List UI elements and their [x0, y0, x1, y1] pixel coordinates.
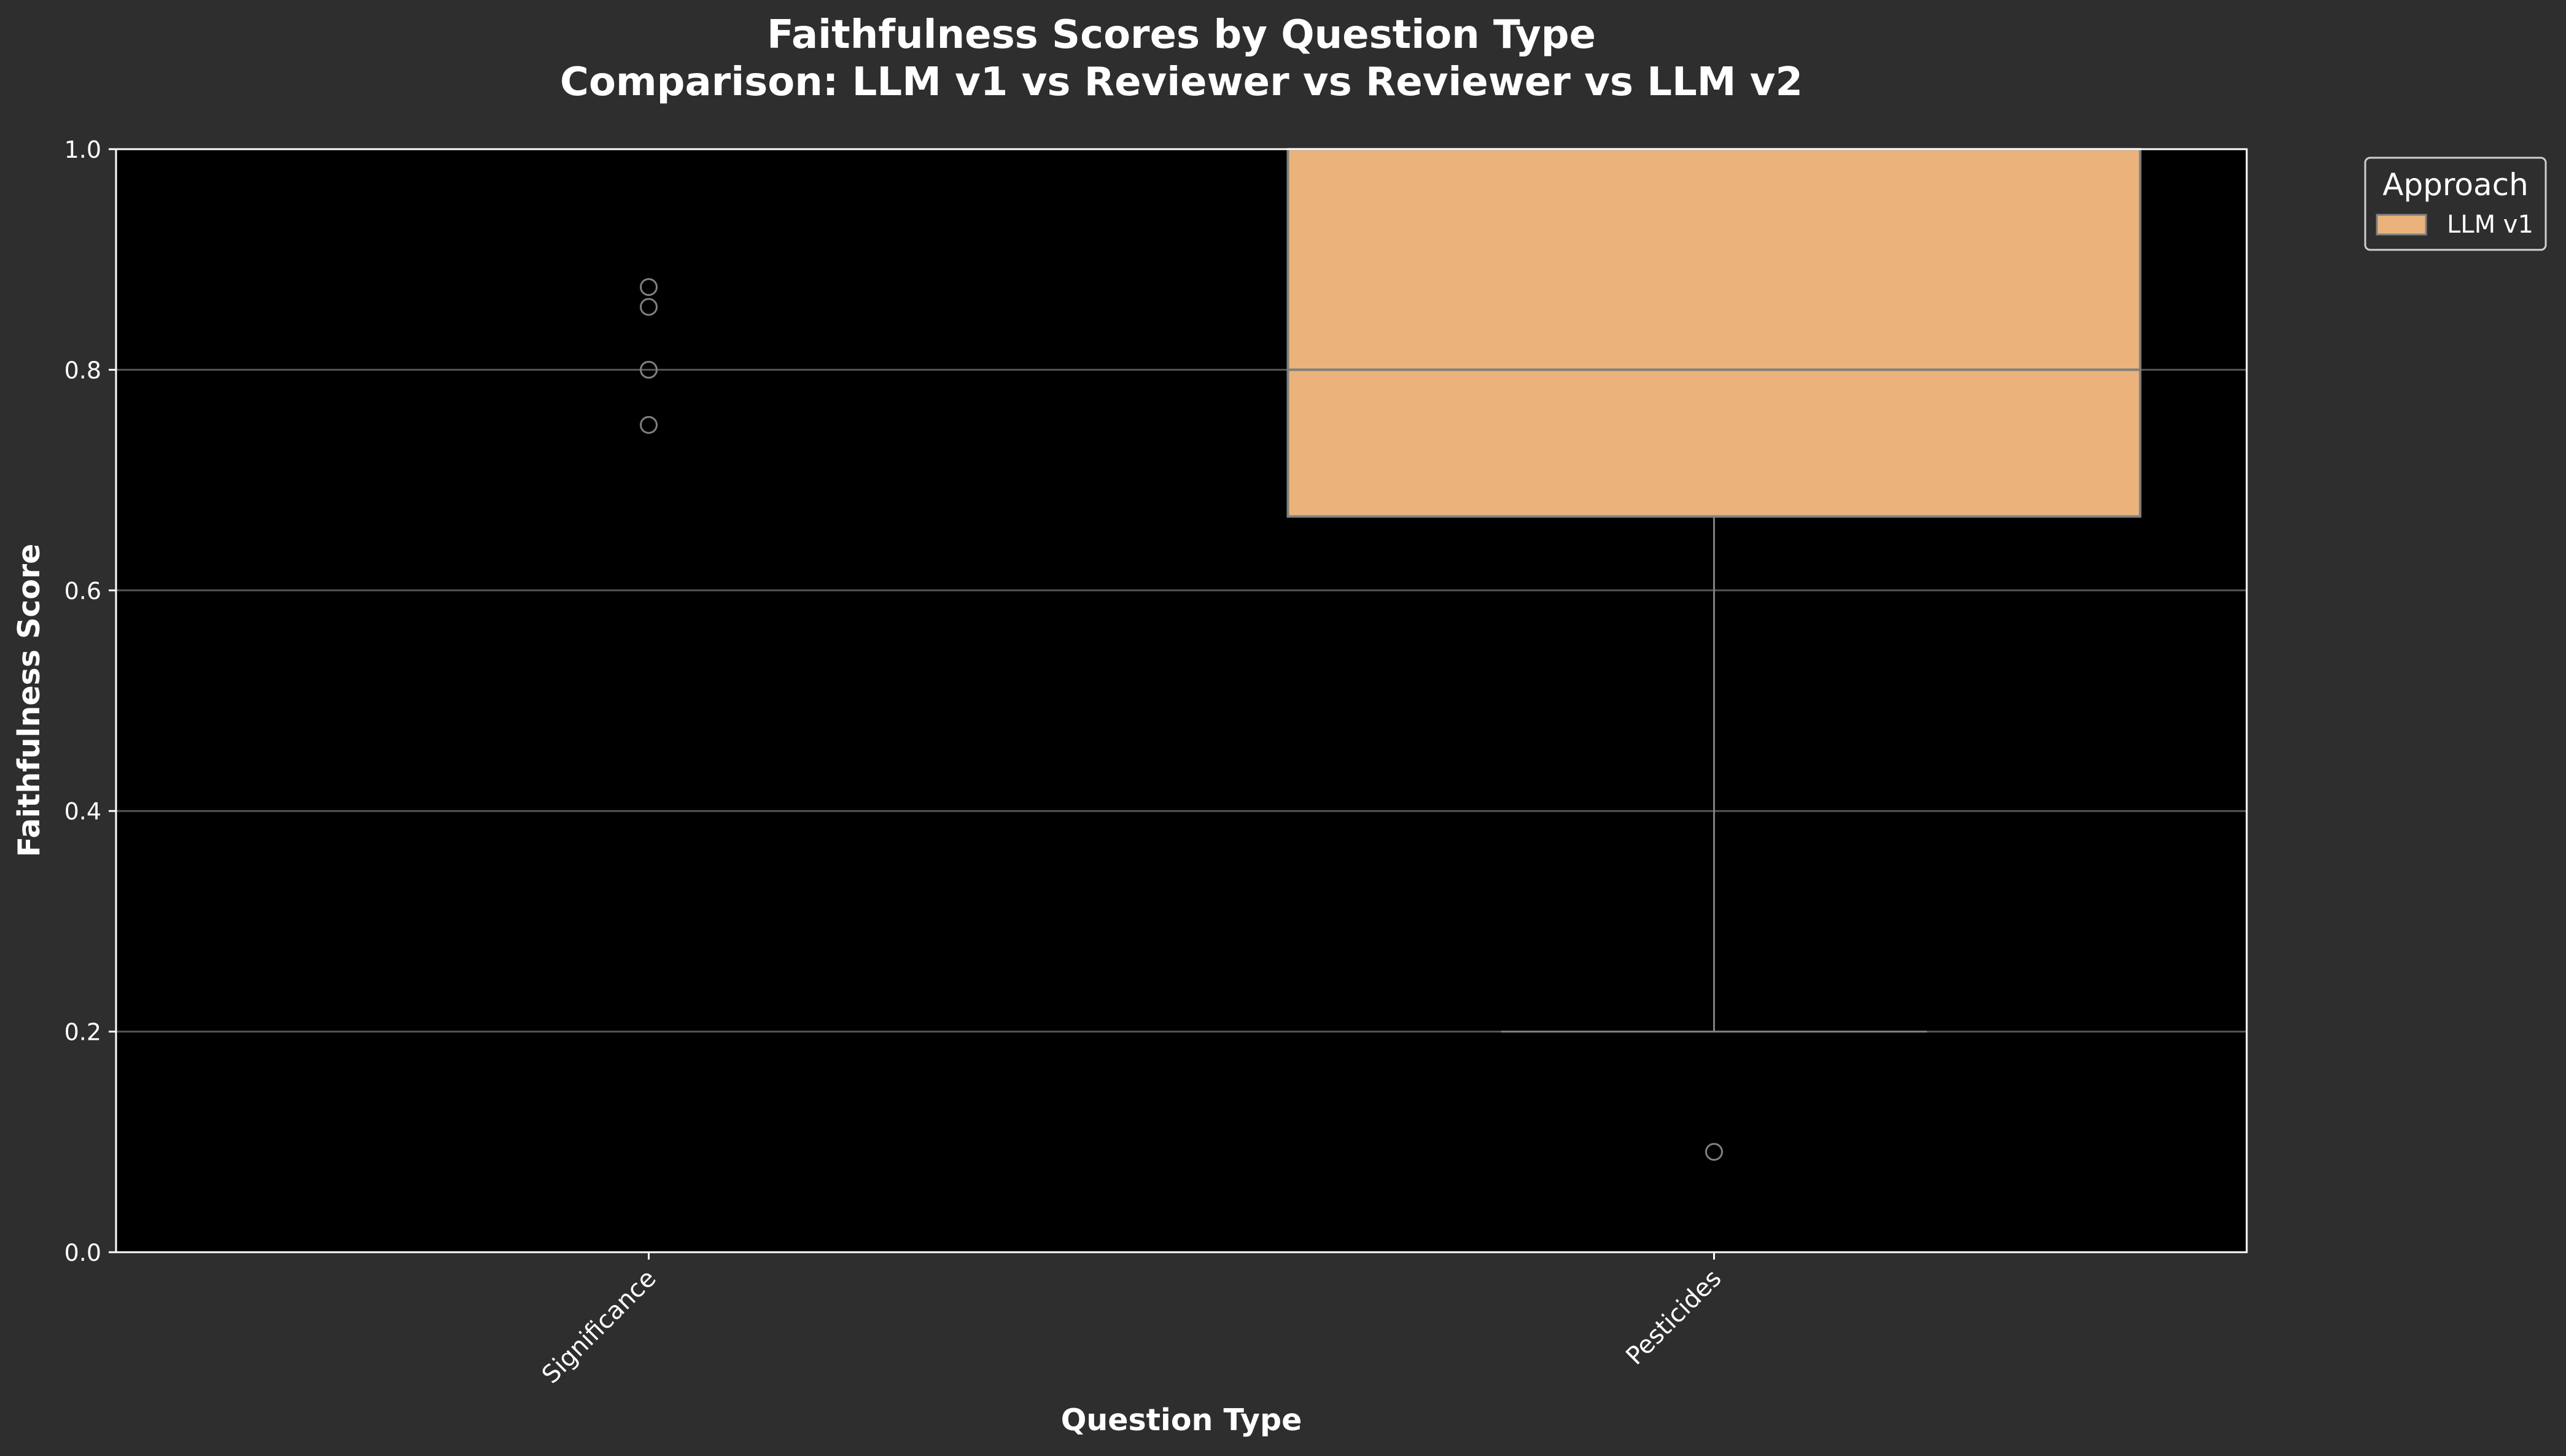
y-axis: 0.0 0.2 0.4 0.6 0.8 1.0 [64, 136, 116, 1266]
outlier-significance-1 [640, 298, 658, 316]
outlier-pesticides-0 [1705, 1142, 1723, 1161]
box-group-pesticides [1286, 148, 2142, 1161]
y-tick-label-5: 1.0 [64, 136, 101, 163]
legend-swatch-llm-v1 [2376, 214, 2427, 236]
y-tick-label-3: 0.6 [64, 578, 101, 605]
y-tick-label-0: 0.0 [64, 1239, 101, 1266]
box-pesticides [1286, 148, 2142, 518]
legend: Approach LLM v1 [2364, 157, 2547, 251]
box-layer [640, 148, 2142, 1161]
y-tick-label-4: 0.8 [64, 357, 101, 384]
outlier-significance-0 [640, 278, 658, 296]
y-tick-label-1: 0.2 [64, 1019, 101, 1046]
box-group-significance [640, 278, 658, 434]
outlier-significance-2 [640, 360, 658, 379]
chart-subtitle: Comparison: LLM v1 vs Reviewer vs Review… [560, 60, 1803, 105]
x-axis-label: Question Type [1061, 1403, 1302, 1438]
plot-frame [115, 148, 2248, 1253]
legend-label-llm-v1: LLM v1 [2447, 211, 2533, 239]
y-tick-label-2: 0.4 [64, 798, 101, 825]
legend-title: Approach [2382, 167, 2529, 203]
outlier-significance-3 [640, 416, 658, 434]
chart-title: Faithfulness Scores by Question Type [767, 12, 1596, 58]
y-axis-label: Faithfulness Score [12, 544, 47, 858]
